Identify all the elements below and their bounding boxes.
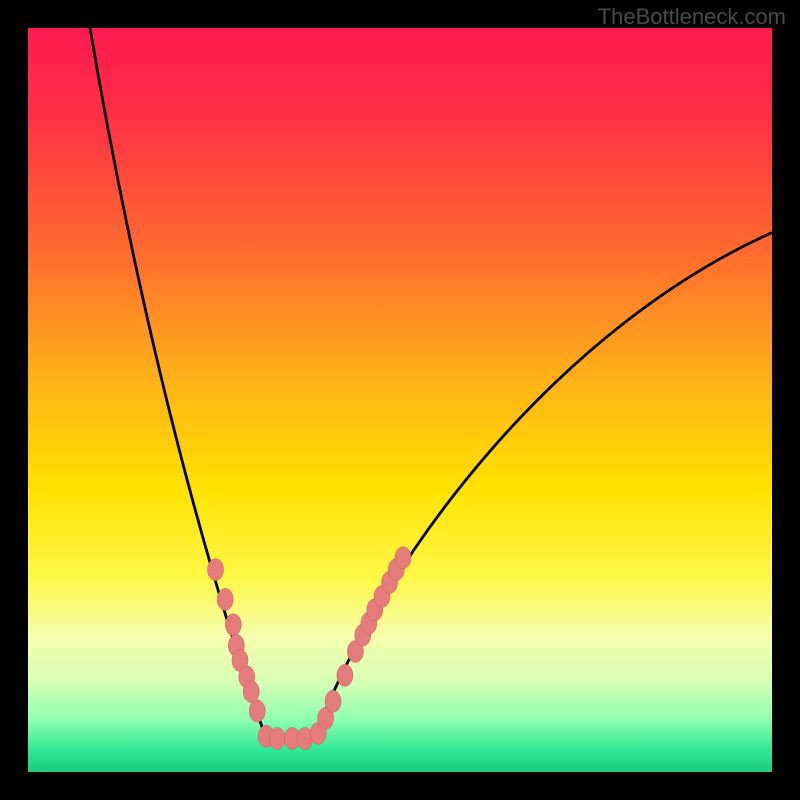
plot-area <box>28 28 772 772</box>
data-marker <box>395 547 411 569</box>
data-marker <box>208 559 224 581</box>
data-marker <box>225 614 241 636</box>
watermark-text: TheBottleneck.com <box>598 4 786 30</box>
data-marker <box>249 700 265 722</box>
data-marker <box>325 690 341 712</box>
data-marker <box>269 728 285 750</box>
bottleneck-chart <box>28 28 772 772</box>
data-marker <box>337 664 353 686</box>
data-marker <box>217 588 233 610</box>
data-marker <box>243 681 259 703</box>
gradient-background <box>28 28 772 772</box>
